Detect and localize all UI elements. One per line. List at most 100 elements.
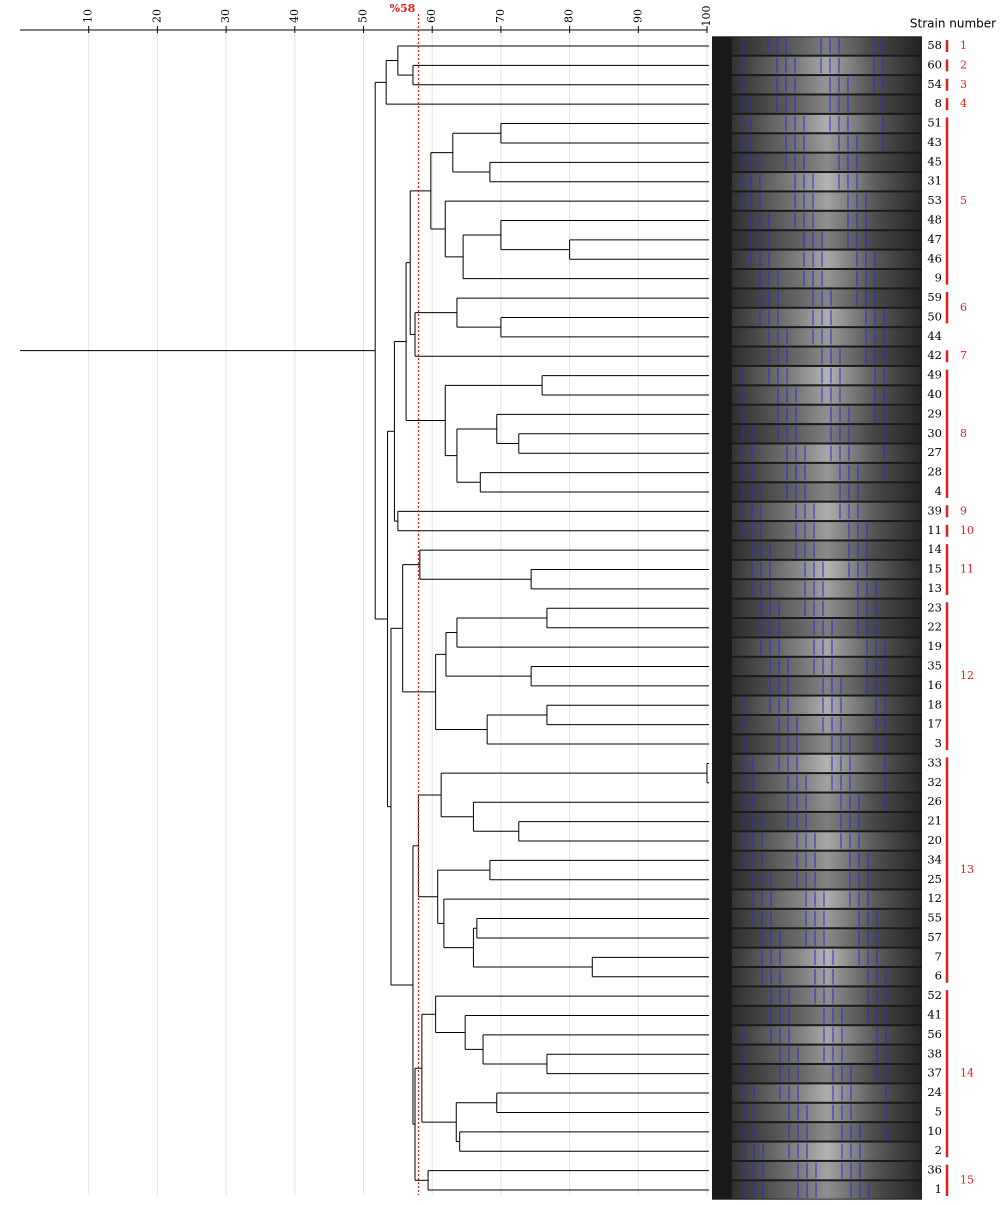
strain-label: 16 xyxy=(927,678,942,692)
strain-label: 21 xyxy=(927,814,942,828)
strain-label: 60 xyxy=(927,57,942,71)
strain-label: 50 xyxy=(927,309,942,323)
strain-label: 46 xyxy=(927,251,942,265)
gel-lane xyxy=(732,522,922,540)
strain-label: 43 xyxy=(927,135,942,149)
strain-label: 44 xyxy=(927,329,942,343)
strain-label: 23 xyxy=(927,600,942,614)
header: Strain number xyxy=(910,17,996,31)
gel-lane xyxy=(732,560,922,579)
gel-lane xyxy=(732,1103,922,1122)
gel-lane xyxy=(732,56,922,75)
strain-label: 35 xyxy=(927,658,942,672)
strain-label: 24 xyxy=(927,1085,942,1099)
x-tick-label: 90 xyxy=(631,9,644,23)
strain-label: 40 xyxy=(927,387,942,401)
gel-lane xyxy=(732,754,922,773)
strain-label: 20 xyxy=(927,833,942,847)
x-tick-label: 50 xyxy=(357,9,370,23)
strain-label: 18 xyxy=(927,697,942,711)
gel-lane xyxy=(732,929,922,947)
strain-label: 2 xyxy=(935,1143,942,1157)
gel-lane xyxy=(732,1064,922,1083)
gel-lane xyxy=(732,580,922,598)
group-label: 13 xyxy=(960,863,974,876)
strain-label: 29 xyxy=(927,406,942,420)
group-label: 4 xyxy=(960,97,967,110)
group-label: 6 xyxy=(960,301,967,314)
gel-lane xyxy=(732,812,922,831)
strain-label: 39 xyxy=(927,503,942,517)
strain-label: 17 xyxy=(927,717,942,731)
strain-label: 27 xyxy=(927,445,942,459)
x-tick-label: 30 xyxy=(219,9,232,23)
strain-label: 8 xyxy=(935,96,942,110)
gel-lane xyxy=(732,1181,922,1199)
x-tick-label: 10 xyxy=(82,9,95,23)
strain-label: 4 xyxy=(935,484,942,498)
gel-lane xyxy=(732,1006,922,1025)
group-label: 9 xyxy=(960,504,967,517)
group-label: 15 xyxy=(960,1173,974,1186)
strain-label: 1 xyxy=(935,1182,942,1196)
strain-label: 13 xyxy=(927,581,942,595)
strain-label: 15 xyxy=(927,562,942,576)
strain-label: 36 xyxy=(927,1163,942,1177)
strain-label: 55 xyxy=(927,911,942,925)
gel-lane xyxy=(732,502,922,521)
strain-label: 28 xyxy=(927,465,942,479)
strain-label: 42 xyxy=(927,348,942,362)
strain-label: 59 xyxy=(927,290,942,304)
gel-lane xyxy=(732,192,922,210)
strain-label: 38 xyxy=(927,1046,942,1060)
gel-lane xyxy=(732,541,922,559)
strain-label: 32 xyxy=(927,775,942,789)
gel-lane xyxy=(732,1123,922,1141)
group-label: 11 xyxy=(960,563,974,576)
group-label: 3 xyxy=(960,78,967,91)
group-label: 1 xyxy=(960,39,967,52)
gel-lane xyxy=(732,328,922,346)
gel-lane xyxy=(732,1045,922,1063)
strain-label: 53 xyxy=(927,193,942,207)
gel-lane xyxy=(732,657,922,676)
x-tick-label: 100 xyxy=(700,6,713,27)
x-tick-label: 40 xyxy=(288,9,301,23)
gel-lane xyxy=(732,134,922,152)
strain-label: 57 xyxy=(927,930,942,944)
strain-label: 3 xyxy=(935,736,942,750)
gel-lane xyxy=(732,832,922,850)
strain-label: 7 xyxy=(935,949,942,963)
gel-lane xyxy=(732,405,922,424)
strain-label: 54 xyxy=(927,77,942,91)
gel-lane xyxy=(732,909,922,928)
strain-label: 22 xyxy=(927,620,942,634)
x-tick-label: 70 xyxy=(494,9,507,23)
gel-lane xyxy=(732,735,922,753)
gel-lane xyxy=(732,231,922,249)
strain-label: 37 xyxy=(927,1066,942,1080)
strain-label: 5 xyxy=(935,1104,942,1118)
strain-label: 48 xyxy=(927,213,942,227)
x-tick-label: 80 xyxy=(563,9,576,23)
group-label: 5 xyxy=(960,194,967,207)
strain-label: 49 xyxy=(927,368,942,382)
gel-lane xyxy=(732,1142,922,1160)
gel-lane xyxy=(732,366,922,385)
gel-lane xyxy=(732,444,922,462)
gel-lane xyxy=(732,715,922,734)
cutoff-label: %58 xyxy=(390,2,416,15)
gel-lane xyxy=(732,871,922,889)
gel-lane xyxy=(732,463,922,482)
strain-label: 51 xyxy=(927,116,942,130)
strain-label: 26 xyxy=(927,794,942,808)
gel-lane xyxy=(732,114,922,133)
gel-lane xyxy=(732,793,922,811)
gel-lane xyxy=(732,483,922,501)
gel-lane xyxy=(732,1026,922,1044)
gel-lane xyxy=(732,386,922,404)
strain-label: 45 xyxy=(927,154,942,168)
strain-label: 6 xyxy=(935,969,942,983)
gel-lane xyxy=(732,890,922,908)
